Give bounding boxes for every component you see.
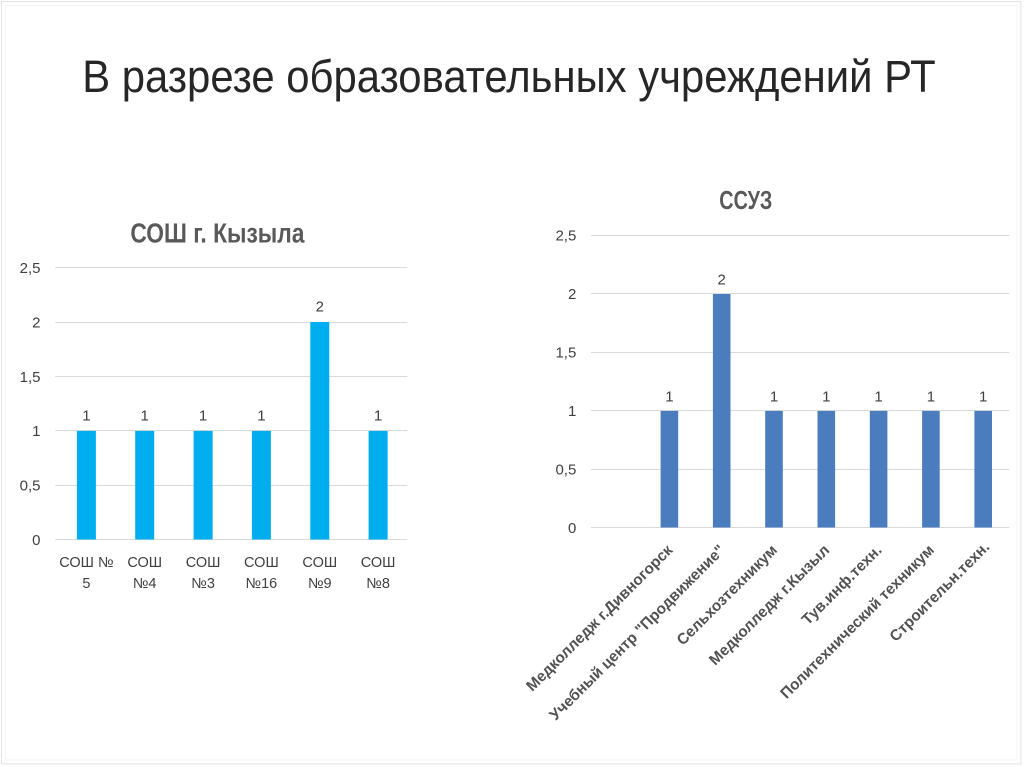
svg-text:2: 2 xyxy=(718,272,726,289)
svg-text:1: 1 xyxy=(82,408,90,425)
svg-text:0,5: 0,5 xyxy=(20,478,41,495)
svg-text:1: 1 xyxy=(665,389,673,406)
svg-text:0: 0 xyxy=(568,520,576,537)
svg-text:0,5: 0,5 xyxy=(555,462,576,479)
svg-text:№8: №8 xyxy=(366,576,390,592)
svg-text:1: 1 xyxy=(874,389,882,406)
svg-text:1,5: 1,5 xyxy=(555,345,576,362)
svg-text:№16: №16 xyxy=(246,576,278,592)
svg-text:1: 1 xyxy=(979,389,987,406)
svg-text:СОШ: СОШ xyxy=(127,555,162,571)
svg-text:5: 5 xyxy=(82,576,90,592)
svg-text:№4: №4 xyxy=(133,576,157,592)
svg-text:1: 1 xyxy=(568,403,576,420)
svg-text:2: 2 xyxy=(32,314,40,331)
svg-text:В разрезе образовательных учре: В разрезе образовательных учреждений РТ xyxy=(82,51,936,102)
svg-text:1: 1 xyxy=(374,408,382,425)
svg-text:СОШ г. Кызыла: СОШ г. Кызыла xyxy=(130,218,304,249)
svg-text:СОШ: СОШ xyxy=(361,555,396,571)
svg-text:СОШ: СОШ xyxy=(244,555,279,571)
svg-text:СОШ: СОШ xyxy=(186,555,221,571)
svg-text:2: 2 xyxy=(568,286,576,303)
svg-text:1: 1 xyxy=(199,408,207,425)
svg-text:1,5: 1,5 xyxy=(20,369,41,386)
svg-text:1: 1 xyxy=(770,389,778,406)
svg-text:СОШ №: СОШ № xyxy=(59,555,113,571)
svg-text:2,5: 2,5 xyxy=(555,228,576,245)
svg-text:СОШ: СОШ xyxy=(302,555,337,571)
svg-text:№9: №9 xyxy=(308,576,332,592)
svg-text:2: 2 xyxy=(316,299,324,316)
svg-text:1: 1 xyxy=(257,408,265,425)
svg-text:1: 1 xyxy=(927,389,935,406)
svg-text:0: 0 xyxy=(32,532,40,549)
svg-text:1: 1 xyxy=(141,408,149,425)
svg-text:2,5: 2,5 xyxy=(20,260,41,277)
svg-text:ССУЗ: ССУЗ xyxy=(719,185,772,215)
svg-text:№3: №3 xyxy=(191,576,215,592)
svg-text:1: 1 xyxy=(32,423,40,440)
svg-text:1: 1 xyxy=(822,389,830,406)
